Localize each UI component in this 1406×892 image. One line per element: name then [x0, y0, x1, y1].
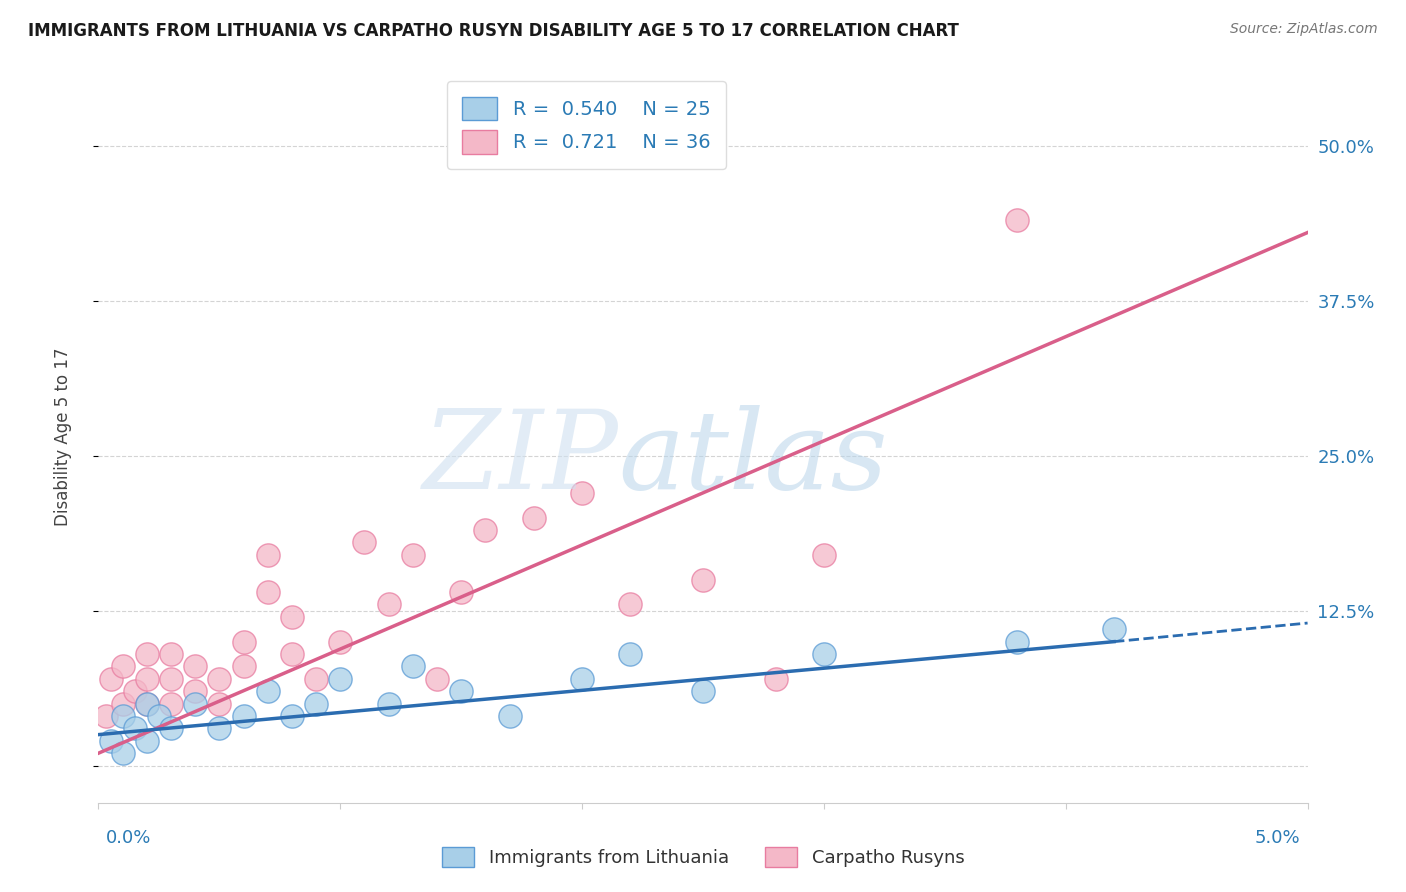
Point [692, 573, 714, 587]
Point [571, 672, 593, 686]
Point [450, 684, 472, 698]
Point [232, 634, 254, 648]
Point [184, 684, 207, 698]
Text: IMMIGRANTS FROM LITHUANIA VS CARPATHO RUSYN DISABILITY AGE 5 TO 17 CORRELATION C: IMMIGRANTS FROM LITHUANIA VS CARPATHO RU… [28, 22, 959, 40]
Point [1102, 622, 1125, 636]
Point [765, 672, 787, 686]
Text: 0.0%: 0.0% [105, 829, 150, 847]
Point [184, 697, 207, 711]
Point [100, 672, 122, 686]
Point [135, 647, 157, 661]
Legend: Immigrants from Lithuania, Carpatho Rusyns: Immigrants from Lithuania, Carpatho Rusy… [434, 839, 972, 874]
Point [160, 672, 183, 686]
Text: ZIP: ZIP [422, 405, 619, 513]
Point [305, 697, 328, 711]
Point [135, 672, 157, 686]
Point [813, 647, 835, 661]
Point [160, 722, 183, 736]
Point [402, 659, 425, 673]
Text: atlas: atlas [619, 405, 889, 513]
Point [135, 697, 157, 711]
Point [619, 598, 641, 612]
Point [692, 684, 714, 698]
Point [281, 610, 304, 624]
Point [353, 535, 375, 549]
Legend: R =  0.540    N = 25, R =  0.721    N = 36: R = 0.540 N = 25, R = 0.721 N = 36 [447, 81, 725, 169]
Point [100, 734, 122, 748]
Point [281, 647, 304, 661]
Point [232, 659, 254, 673]
Point [450, 585, 472, 599]
Point [377, 598, 399, 612]
Point [329, 634, 352, 648]
Point [135, 697, 157, 711]
Point [124, 684, 146, 698]
Point [523, 510, 546, 524]
Point [111, 659, 134, 673]
Point [232, 709, 254, 723]
Point [135, 734, 157, 748]
Point [571, 486, 593, 500]
Text: Source: ZipAtlas.com: Source: ZipAtlas.com [1230, 22, 1378, 37]
Point [94, 709, 117, 723]
Point [208, 672, 231, 686]
Y-axis label: Disability Age 5 to 17: Disability Age 5 to 17 [53, 348, 72, 526]
Point [124, 722, 146, 736]
Point [111, 746, 134, 760]
Point [498, 709, 520, 723]
Point [426, 672, 449, 686]
Point [184, 659, 207, 673]
Point [402, 548, 425, 562]
Point [256, 585, 278, 599]
Point [813, 548, 835, 562]
Point [1007, 213, 1029, 227]
Point [111, 709, 134, 723]
Point [329, 672, 352, 686]
Point [160, 647, 183, 661]
Point [1007, 634, 1029, 648]
Point [208, 722, 231, 736]
Point [281, 709, 304, 723]
Point [160, 697, 183, 711]
Point [619, 647, 641, 661]
Point [256, 684, 278, 698]
Text: 5.0%: 5.0% [1256, 829, 1301, 847]
Point [305, 672, 328, 686]
Point [256, 548, 278, 562]
Point [474, 523, 496, 537]
Point [208, 697, 231, 711]
Point [377, 697, 399, 711]
Point [111, 697, 134, 711]
Point [148, 709, 170, 723]
